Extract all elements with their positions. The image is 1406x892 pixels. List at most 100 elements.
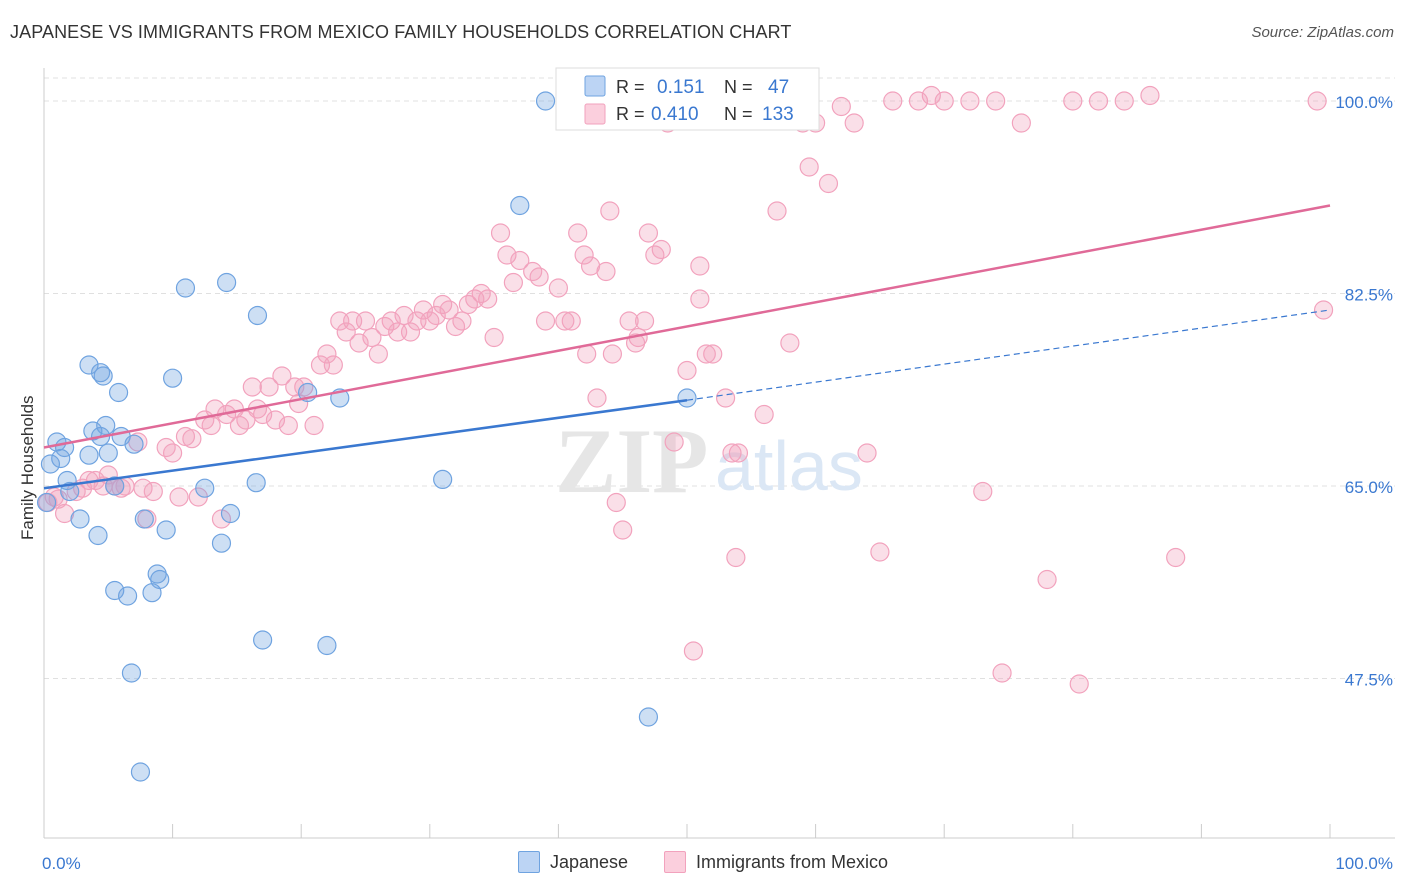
mexico-point [651,239,671,260]
mexico-point [1313,300,1334,320]
japanese-point [96,415,116,436]
legend-r-value-1: 0.151 [657,77,705,98]
mexico-point [857,443,877,463]
mexico-swatch [664,851,687,873]
japanese-point [105,476,125,496]
legend-n-value-2: 133 [762,104,794,125]
japanese-points [36,91,697,782]
y-tick-label: 82.5% [1345,286,1393,305]
japanese-point [98,443,118,463]
mexico-point [754,404,774,425]
mexico-point [169,487,189,507]
mexico-point [478,289,498,309]
mexico-points [38,85,1334,694]
mexico-point [844,113,864,133]
japanese-point [130,762,151,782]
legend-n-label-2: N = [724,104,753,124]
mexico-legend-label: Immigrants from Mexico [696,851,889,872]
mexico-point [317,344,337,364]
japanese-point [93,366,113,386]
mexico-point [1307,91,1327,111]
mexico-point [690,256,710,276]
japanese-point [88,525,108,546]
mexico-point [510,250,530,271]
japanese-trend-line [43,398,688,490]
japanese-point [433,469,453,489]
japanese-point [195,478,215,498]
mexico-point [242,377,262,397]
legend-r-value-2: 0.410 [651,104,699,125]
japanese-point [163,368,183,388]
japanese-point [175,278,196,298]
y-tick-label: 47.5% [1345,671,1393,690]
grid-lines [44,77,1395,679]
mexico-point [1063,91,1083,111]
mexico-point [336,322,356,342]
bottom-legend: Japanese Immigrants from Mexico [0,851,1406,873]
y-axis-label: Family Households [18,395,37,540]
mexico-point [728,443,749,463]
mexico-point [133,478,153,498]
japanese-swatch [517,851,540,873]
mexico-point [677,360,697,381]
japanese-point [134,509,154,529]
japanese-point [246,473,266,493]
mexico-point [818,173,839,194]
mexico-point [986,91,1006,111]
mexico-point [211,509,232,529]
watermark-atlas: atlas [715,427,863,505]
bottom-legend-japanese: Japanese [517,851,628,873]
mexico-point [1011,113,1031,133]
mexico-point [182,429,202,449]
mexico-point [683,641,704,661]
mexico-point [870,542,890,562]
mexico-point [568,223,588,243]
mexico-point [452,311,472,331]
tick-labels: 47.5% 65.0% 82.5% 100.0% 0.0% 100.0% [42,93,1393,873]
japanese-point [220,503,241,524]
mexico-point [600,201,620,221]
legend-swatch-japanese [584,75,606,97]
mexico-point [664,432,684,452]
mexico-point [48,489,68,509]
mexico-point [1088,91,1109,111]
japanese-point [150,569,170,590]
mexico-point [1114,91,1134,111]
mexico-point [780,333,800,353]
mexico-point [1166,547,1186,568]
mexico-point [715,388,736,408]
japanese-point [247,305,268,326]
mexico-point [602,344,623,364]
japanese-trend-extension [686,309,1331,401]
mexico-point [400,322,421,342]
bottom-legend-mexico: Immigrants from Mexico [664,851,888,873]
mexico-point [799,157,819,177]
mexico-point [934,91,954,111]
chart-title: JAPANESE VS IMMIGRANTS FROM MEXICO FAMIL… [10,22,792,42]
mexico-point [201,415,221,436]
japanese-point [79,355,99,375]
japanese-point [60,481,80,502]
mexico-point [143,481,163,502]
mexico-point [259,377,279,397]
y-tick-label: 65.0% [1345,478,1393,497]
mexico-point [362,327,382,348]
mexico-point [703,344,723,364]
mexico-point [561,311,581,331]
japanese-point [51,448,71,469]
japanese-point [638,707,659,727]
mexico-point [690,289,710,309]
mexico-point [606,492,626,513]
mexico-point [548,278,569,298]
trend-lines [43,204,1331,490]
mexico-point [696,344,716,364]
x-tick-label: 100.0% [1335,854,1393,873]
japanese-point [36,492,57,513]
mexico-point [1037,569,1057,590]
mexico-trend-line [43,204,1331,449]
mexico-point [574,245,594,265]
mexico-point [529,267,549,287]
mexico-point [638,223,659,243]
japanese-point [40,454,61,474]
